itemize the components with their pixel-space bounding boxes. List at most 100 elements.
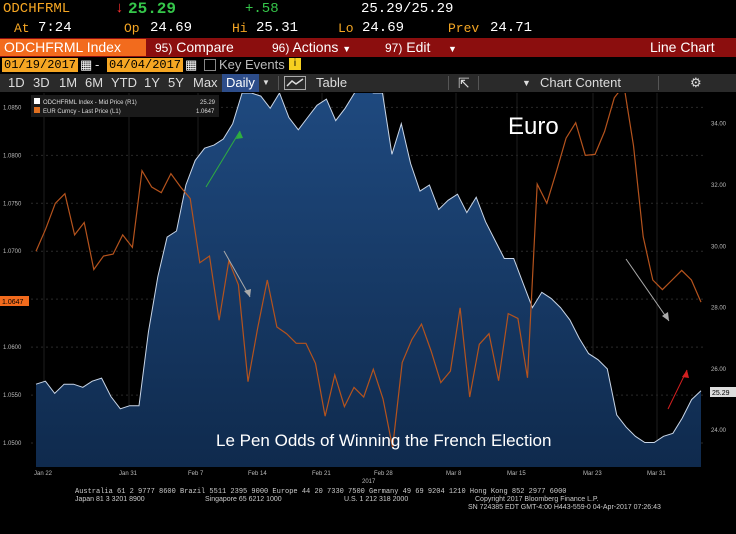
date-range-bar: 01/19/2017 ▦ - 04/04/2017 ▦ Key Events i [0,57,736,73]
dropdown-caret-icon[interactable]: ▼ [522,78,531,88]
key-events-checkbox[interactable] [204,59,216,71]
arrowhead-icon [682,370,689,378]
last-price: 25.29 [128,0,177,18]
period-ytd[interactable]: YTD [111,75,137,90]
right-tick-label: 34.00 [711,122,727,128]
high-value: 25.31 [256,20,299,36]
right-tick-label: 28.00 [711,306,727,312]
legend-swatch-lepen [34,98,40,104]
legend-euro-value: 1.0647 [196,109,215,115]
high-label: Hi [232,21,248,36]
divider [658,76,659,90]
footer-japan: Japan 81 3 3201 8900 [75,496,145,503]
x-tick-label: Feb 14 [248,471,267,477]
footer-us: U.S. 1 212 318 2000 [344,496,408,503]
key-events-label: Key Events [219,57,285,72]
edit-number: 97) [385,41,403,55]
calendar-icon[interactable]: ▦ [80,57,93,72]
left-tick-label: 1.0700 [3,249,22,255]
down-arrow-icon [223,250,251,298]
right-tick-label: 24.00 [711,428,727,434]
gear-icon[interactable]: ⚙ [690,75,702,90]
left-tick-label: 1.0600 [3,345,22,351]
down-arrow-icon: ↓ [115,0,125,17]
period-5y[interactable]: 5Y [168,75,184,90]
edit-dropdown-icon[interactable]: ▼ [448,44,457,54]
dropdown-caret-icon[interactable]: ▼ [262,78,270,87]
prev-label: Prev [448,21,480,36]
dropdown-caret-icon: ▼ [342,44,352,54]
divider [278,76,279,90]
period-max[interactable]: Max [193,75,218,90]
left-tick-label: 1.0550 [3,393,22,399]
actions-number: 96) [272,41,290,55]
frequency-select[interactable]: Daily [222,74,259,92]
period-3d[interactable]: 3D [33,75,50,90]
legend-lepen-value: 25.29 [200,100,216,106]
left-tick-label: 1.0500 [3,441,22,447]
compare-label: Compare [176,39,234,55]
low-label: Lo [338,21,354,36]
legend-lepen: ODCHFRML Index - Mid Price (R1) [43,100,137,106]
low-value: 24.69 [362,20,405,36]
info-icon[interactable]: i [289,58,301,70]
table-button[interactable]: Table [316,75,348,90]
x-year-label: 2017 [362,479,376,485]
expand-icon[interactable]: ⇱ [458,75,470,91]
edit-menu[interactable]: 97) Edit [385,38,430,57]
quote-header: ODCHFRML ↓ 25.29 +.58 25.29/25.29 At 7:2… [0,0,736,38]
date-dash: - [95,57,100,72]
down-arrow-icon [625,258,670,322]
euro-annotation: Euro [508,113,559,140]
euro-price-tag-text: 1.0647 [2,299,24,306]
x-tick-label: Feb 7 [188,471,204,477]
open-value: 24.69 [150,20,193,36]
bid-ask: 25.29/25.29 [361,1,454,17]
actions-menu[interactable]: 96) Actions ▼ [272,38,351,57]
x-tick-label: Jan 31 [119,471,138,477]
x-tick-label: Mar 8 [446,471,462,477]
left-tick-label: 1.0750 [3,201,22,207]
security-field[interactable]: ODCHFRML Index [0,39,146,56]
period-6m[interactable]: 6M [85,75,104,90]
up-arrow-icon [205,130,241,188]
arrowhead-icon [236,131,243,139]
calendar-icon[interactable]: ▦ [185,57,198,72]
period-1d[interactable]: 1D [8,75,25,90]
euro-price-tag [0,296,29,306]
line-chart[interactable]: 1.05001.05501.06001.06501.07001.07501.08… [0,83,736,529]
chart-type-label[interactable]: Line Chart [650,39,715,55]
footer-line-1: Australia 61 2 9777 8600 Brazil 5511 239… [75,488,566,496]
quote-time: 7:24 [38,20,72,36]
chart-area: 1.05001.05501.06001.06501.07001.07501.08… [0,83,736,529]
lepen-price-tag-text: 25.29 [712,390,730,397]
compare-number: 95) [155,41,173,55]
x-tick-label: Mar 15 [507,471,526,477]
open-label: Op [124,21,140,36]
compare-menu[interactable]: 95) Compare [155,38,234,57]
euro-line [35,83,702,448]
right-tick-label: 32.00 [711,183,727,189]
actions-label: Actions [292,39,339,55]
line-chart-icon[interactable] [284,74,306,92]
prev-value: 24.71 [490,20,533,36]
period-1m[interactable]: 1M [59,75,78,90]
end-date-input[interactable]: 04/04/2017 [107,58,184,72]
divider [448,76,449,90]
ticker: ODCHFRML [3,1,71,17]
legend [31,95,219,117]
right-tick-label: 26.00 [711,367,727,373]
period-1y[interactable]: 1Y [144,75,160,90]
legend-swatch-euro [34,107,40,113]
footer-line-3: SN 724385 EDT GMT-4:00 H443-559-0 04-Apr… [468,504,661,511]
menu-bar: 95) Compare 96) Actions ▼ 97) Edit ▼ Lin… [0,38,736,57]
x-tick-label: Jan 22 [34,471,53,477]
edit-label: Edit [406,39,431,55]
left-tick-label: 1.0850 [3,105,22,111]
chart-toolbar: 1D 3D 1M 6M YTD 1Y 5Y Max Daily ▼ Table … [0,74,736,92]
chart-content-button[interactable]: Chart Content [540,75,621,90]
start-date-input[interactable]: 01/19/2017 [2,58,79,72]
x-tick-label: Feb 28 [374,471,393,477]
arrowhead-icon [244,289,251,297]
divider [478,76,479,90]
